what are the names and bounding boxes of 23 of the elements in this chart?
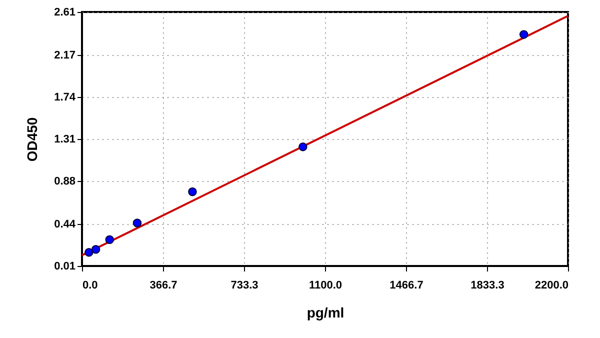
x-tick-label: 1100.0 <box>308 280 342 292</box>
point <box>84 248 94 257</box>
point <box>132 218 142 228</box>
x-tick-label: 366.7 <box>150 280 178 292</box>
y-tick-label: 1.74 <box>54 91 76 104</box>
y-tick-label: 0.01 <box>54 260 76 272</box>
x-axis-title: pg/ml <box>306 304 344 320</box>
x-tick-label: 1833.3 <box>470 280 504 292</box>
y-tick-label: 0.44 <box>54 218 76 230</box>
y-tick-label: 0.88 <box>54 176 76 188</box>
y-tick-label: 2.17 <box>54 49 76 62</box>
y-tick-label: 1.31 <box>54 134 76 146</box>
y-tick-label: 2.61 <box>54 6 76 18</box>
point <box>91 245 100 254</box>
y-axis-title: OD450 <box>24 117 40 162</box>
x-tick-label: 1466.7 <box>390 280 424 292</box>
point <box>188 187 197 196</box>
x-tick-label: 733.3 <box>230 280 258 292</box>
point <box>298 142 308 152</box>
point <box>519 30 528 39</box>
x-tick-label: 2200.0 <box>534 280 568 292</box>
point <box>105 235 114 244</box>
x-tick-label: 0.0 <box>82 280 98 292</box>
